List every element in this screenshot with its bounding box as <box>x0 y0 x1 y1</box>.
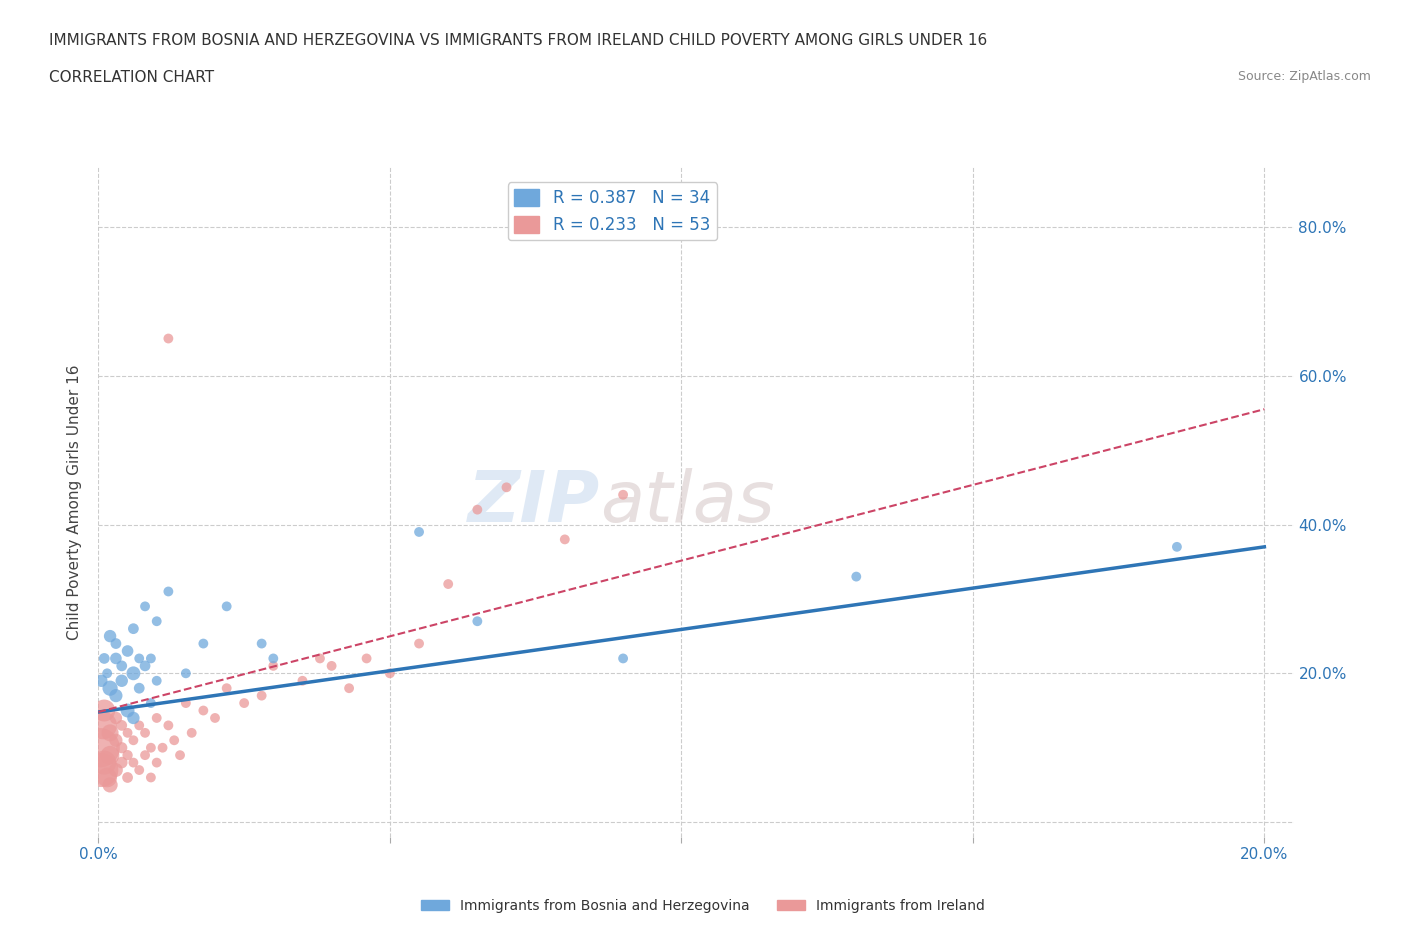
Point <box>93 755 115 770</box>
Point <box>250 688 273 703</box>
Point <box>262 651 284 666</box>
Point <box>122 621 145 636</box>
Legend: Immigrants from Bosnia and Herzegovina, Immigrants from Ireland: Immigrants from Bosnia and Herzegovina, … <box>415 894 991 919</box>
Point <box>93 651 115 666</box>
Point <box>378 666 401 681</box>
Point <box>291 673 314 688</box>
Text: atlas: atlas <box>600 468 775 537</box>
Point <box>134 748 156 763</box>
Point <box>157 331 180 346</box>
Point <box>134 658 156 673</box>
Text: IMMIGRANTS FROM BOSNIA AND HERZEGOVINA VS IMMIGRANTS FROM IRELAND CHILD POVERTY : IMMIGRANTS FROM BOSNIA AND HERZEGOVINA V… <box>49 33 987 47</box>
Point <box>845 569 868 584</box>
Point <box>117 725 139 740</box>
Point <box>321 658 343 673</box>
Point <box>104 763 127 777</box>
Point <box>495 480 517 495</box>
Point <box>104 688 127 703</box>
Point <box>111 658 134 673</box>
Point <box>89 740 111 755</box>
Point <box>90 673 112 688</box>
Point <box>122 666 145 681</box>
Point <box>117 748 139 763</box>
Point <box>157 718 180 733</box>
Point <box>122 711 145 725</box>
Point <box>117 644 139 658</box>
Point <box>163 733 186 748</box>
Point <box>128 763 150 777</box>
Point <box>145 711 167 725</box>
Point <box>250 636 273 651</box>
Point <box>408 525 430 539</box>
Point <box>96 770 118 785</box>
Point <box>128 681 150 696</box>
Point <box>122 755 145 770</box>
Point <box>104 651 127 666</box>
Point <box>408 636 430 651</box>
Point <box>204 711 226 725</box>
Point <box>139 740 162 755</box>
Point <box>98 681 121 696</box>
Point <box>111 740 134 755</box>
Point <box>157 584 180 599</box>
Point <box>1166 539 1188 554</box>
Point <box>169 748 191 763</box>
Point <box>174 696 197 711</box>
Point <box>174 666 197 681</box>
Point <box>215 599 238 614</box>
Point <box>215 681 238 696</box>
Point <box>145 614 167 629</box>
Point <box>180 725 202 740</box>
Point <box>93 703 115 718</box>
Point <box>98 748 121 763</box>
Point <box>117 770 139 785</box>
Text: ZIP: ZIP <box>468 468 600 537</box>
Y-axis label: Child Poverty Among Girls Under 16: Child Poverty Among Girls Under 16 <box>67 365 83 640</box>
Point <box>554 532 576 547</box>
Point <box>104 733 127 748</box>
Point <box>139 651 162 666</box>
Text: Source: ZipAtlas.com: Source: ZipAtlas.com <box>1237 70 1371 83</box>
Point <box>90 763 112 777</box>
Point <box>98 629 121 644</box>
Point <box>111 718 134 733</box>
Point <box>467 502 489 517</box>
Point <box>122 733 145 748</box>
Point <box>437 577 460 591</box>
Point <box>193 636 215 651</box>
Point <box>612 651 634 666</box>
Point <box>128 651 150 666</box>
Point <box>356 651 378 666</box>
Point <box>337 681 360 696</box>
Point <box>111 673 134 688</box>
Point <box>152 740 174 755</box>
Point <box>128 718 150 733</box>
Point <box>117 703 139 718</box>
Point <box>134 599 156 614</box>
Point <box>139 696 162 711</box>
Point <box>262 658 284 673</box>
Point <box>111 755 134 770</box>
Point <box>145 673 167 688</box>
Point <box>145 755 167 770</box>
Point <box>98 777 121 792</box>
Point <box>193 703 215 718</box>
Point <box>233 696 256 711</box>
Point <box>104 636 127 651</box>
Point <box>98 725 121 740</box>
Point <box>134 725 156 740</box>
Point <box>139 770 162 785</box>
Point <box>104 711 127 725</box>
Point <box>467 614 489 629</box>
Point <box>309 651 332 666</box>
Text: CORRELATION CHART: CORRELATION CHART <box>49 70 214 85</box>
Point <box>612 487 634 502</box>
Point <box>96 666 118 681</box>
Legend: R = 0.387   N = 34, R = 0.233   N = 53: R = 0.387 N = 34, R = 0.233 N = 53 <box>508 182 717 241</box>
Point <box>91 718 114 733</box>
